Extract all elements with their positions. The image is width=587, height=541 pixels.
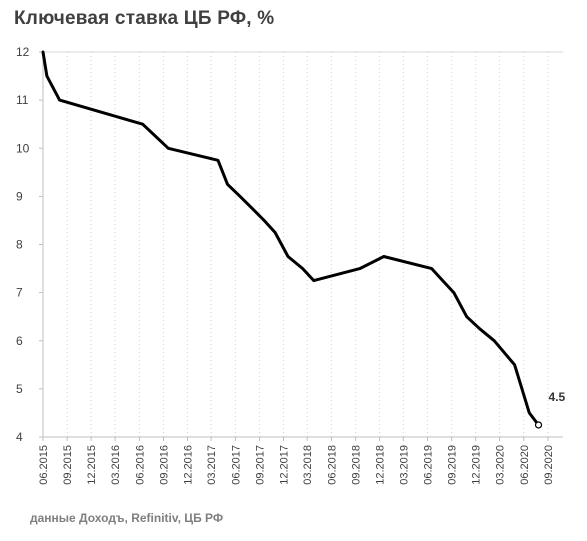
series-line	[41, 50, 540, 427]
x-tick-label: 03.2019	[398, 445, 410, 485]
data-point	[287, 255, 289, 258]
endpoint-marker	[534, 421, 543, 429]
data-point	[239, 195, 241, 197]
x-tick-label: 03.2017	[206, 445, 218, 485]
y-tick-label: 5	[16, 382, 23, 396]
x-tick-label: 06.2016	[134, 445, 146, 485]
data-point	[514, 364, 516, 366]
x-tick-label: 12.2018	[375, 445, 387, 485]
data-point	[493, 340, 495, 342]
chart-title: Ключевая ставка ЦБ РФ, %	[14, 8, 275, 29]
x-tick-label: 09.2019	[447, 445, 459, 485]
y-tick-label: 10	[16, 141, 30, 155]
data-point	[528, 412, 530, 414]
y-tick-labels: 4 5 6 7 8 9 10 11 12	[16, 45, 30, 444]
data-point	[302, 268, 304, 270]
x-tick-label: 12.2017	[279, 445, 291, 485]
x-tick-label: 09.2020	[543, 445, 555, 485]
y-tick-label: 12	[16, 45, 30, 59]
data-point	[453, 292, 455, 294]
y-tick-label: 6	[16, 334, 23, 348]
x-tick-label: 03.2016	[110, 445, 122, 485]
data-point	[479, 328, 481, 330]
data-point	[442, 280, 444, 282]
source-note: данные Доходъ, Refinitiv, ЦБ РФ	[30, 511, 224, 525]
data-point	[59, 99, 61, 101]
x-tick-label: 09.2017	[255, 445, 267, 485]
x-tick-label: 09.2016	[159, 445, 171, 485]
grid-lines	[42, 52, 549, 437]
data-point	[217, 159, 219, 161]
data-point	[42, 51, 44, 53]
x-tick-label: 06.2018	[326, 445, 338, 485]
series-line-layer: 4.5	[41, 50, 566, 429]
x-tick-label: 03.2018	[302, 445, 314, 485]
x-tick-label: 09.2015	[62, 445, 74, 485]
data-point	[274, 231, 276, 234]
y-tick-label: 9	[16, 189, 23, 203]
data-point	[46, 75, 48, 77]
x-tick-label: 06.2017	[230, 445, 242, 485]
x-tick-label: 12.2019	[471, 445, 483, 485]
data-point	[226, 183, 229, 185]
data-point	[466, 316, 468, 318]
axes	[39, 51, 563, 441]
endpoint-data-label: 4.5	[549, 390, 566, 404]
x-tick-label: 06.2019	[422, 445, 434, 485]
data-point	[263, 219, 265, 221]
y-tick-label: 11	[16, 93, 29, 107]
x-tick-label: 12.2016	[182, 445, 194, 485]
x-tick-label: 03.2020	[495, 445, 507, 485]
x-tick-label: 09.2018	[351, 445, 363, 485]
y-tick-label: 4	[16, 430, 23, 444]
y-tick-label: 8	[16, 238, 23, 252]
data-point	[142, 123, 144, 125]
x-tick-labels: 06.2015 09.2015 12.2015 03.2016 06.2016 09.20…	[38, 445, 555, 485]
x-tick-label: 12.2015	[86, 445, 98, 485]
x-tick-label: 06.2020	[519, 445, 531, 485]
data-point	[167, 147, 169, 149]
data-point	[359, 268, 361, 270]
data-point	[383, 255, 385, 258]
x-tick-label: 06.2015	[38, 445, 50, 485]
data-point	[431, 268, 433, 270]
data-point	[313, 280, 315, 282]
y-tick-label: 7	[16, 286, 23, 300]
